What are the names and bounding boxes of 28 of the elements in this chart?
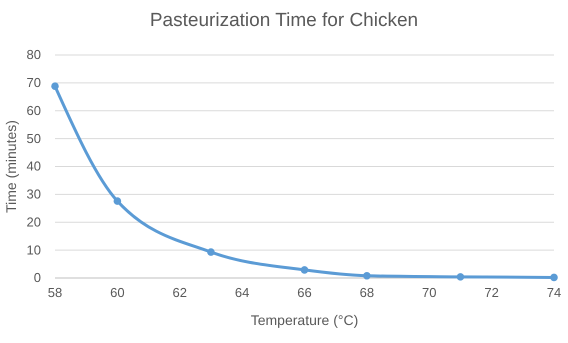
- x-tick-label: 68: [360, 285, 374, 300]
- x-tick-label: 64: [234, 285, 250, 300]
- y-tick-label: 40: [26, 158, 41, 174]
- point: [51, 82, 59, 90]
- x-tick-label: 74: [546, 285, 562, 300]
- x-tick-label: 60: [110, 285, 125, 300]
- x-tick-label: 66: [297, 285, 312, 300]
- x-tick-label: 70: [422, 285, 436, 300]
- y-tick-label: 30: [26, 186, 41, 202]
- y-tick-label: 0: [34, 270, 41, 286]
- x-tick-label: 58: [48, 285, 62, 300]
- x-axis-title: Temperature (°C): [250, 312, 358, 328]
- y-axis-title: Time (minutes): [3, 120, 19, 213]
- x-tick-label: 72: [484, 285, 499, 300]
- x-tick-label: 62: [172, 285, 187, 300]
- point: [300, 266, 308, 274]
- y-tick-label: 80: [26, 47, 41, 62]
- y-tick-label: 50: [26, 130, 41, 146]
- y-tick-label: 20: [26, 214, 41, 230]
- y-tick-label: 70: [26, 75, 41, 90]
- chart-title: Pasteurization Time for Chicken: [150, 10, 418, 31]
- y-tick-label: 10: [26, 242, 41, 258]
- y-tick-label: 60: [26, 102, 41, 118]
- point: [207, 248, 215, 256]
- point: [550, 274, 558, 282]
- point: [114, 197, 122, 205]
- point: [363, 272, 371, 280]
- point: [456, 273, 464, 281]
